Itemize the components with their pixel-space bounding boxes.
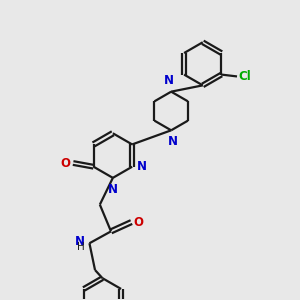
Text: O: O	[60, 157, 70, 169]
Text: Cl: Cl	[239, 70, 252, 83]
Text: N: N	[108, 183, 118, 196]
Text: N: N	[136, 160, 147, 173]
Text: N: N	[168, 135, 178, 148]
Text: N: N	[75, 235, 85, 248]
Text: N: N	[164, 74, 174, 87]
Text: H: H	[77, 242, 85, 252]
Text: O: O	[134, 216, 144, 229]
